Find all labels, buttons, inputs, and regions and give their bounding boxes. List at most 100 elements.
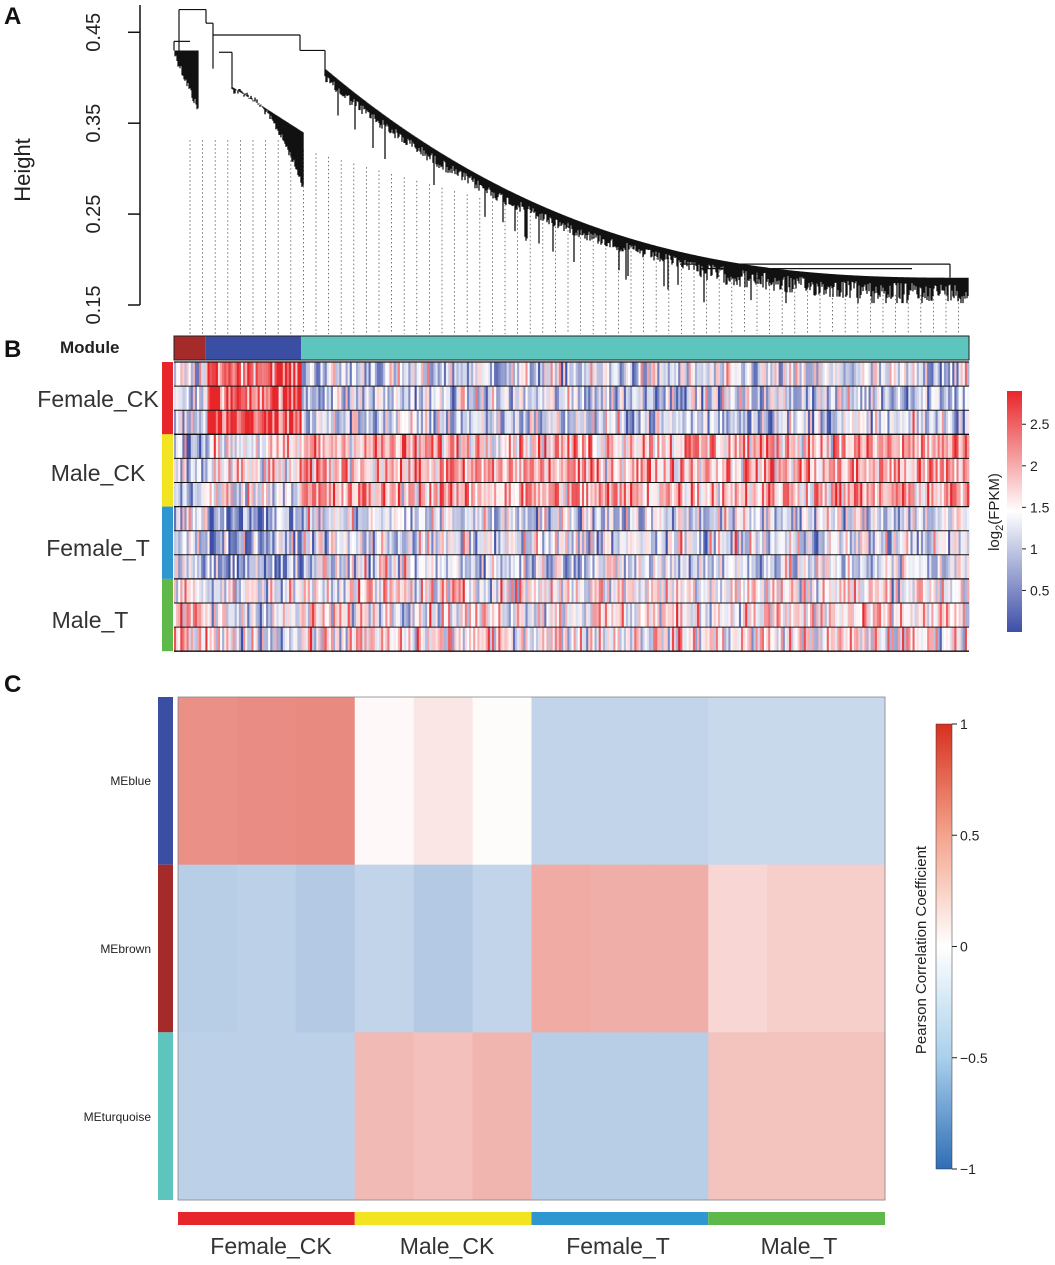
expression-cell [889, 410, 892, 435]
expression-cell [435, 482, 438, 507]
expression-cell [910, 530, 913, 555]
expression-cell [822, 506, 826, 531]
expression-cell [544, 386, 547, 411]
expression-cell [441, 434, 445, 459]
expression-cell [728, 434, 731, 459]
expression-cell [738, 578, 742, 603]
expression-cell [833, 434, 836, 459]
expression-cell [176, 434, 179, 459]
expression-cell [335, 627, 338, 652]
expression-cell [563, 603, 566, 628]
expression-cell [625, 410, 629, 435]
expression-cell [333, 386, 336, 411]
expression-cell [427, 530, 430, 555]
expression-cell [538, 362, 541, 387]
expression-cell [527, 458, 531, 483]
expression-cell [458, 458, 462, 483]
expression-cell [544, 482, 547, 507]
expression-cell [824, 603, 828, 628]
expression-cell [475, 362, 478, 387]
expression-cell [174, 627, 177, 652]
expression-cell [571, 386, 574, 411]
expression-cell [847, 410, 851, 435]
expression-cell [297, 362, 300, 387]
expression-cell [284, 578, 288, 603]
expression-cell [468, 458, 472, 483]
expression-cell [238, 506, 242, 531]
expression-cell [766, 530, 769, 555]
expression-cell [774, 362, 777, 387]
expression-cell [692, 554, 696, 579]
expression-cell [904, 362, 907, 387]
expression-cell [236, 578, 240, 603]
expression-cell [504, 627, 508, 652]
expression-cell [232, 530, 236, 555]
expression-cell [703, 434, 706, 459]
expression-cell [477, 410, 480, 435]
expression-cell [477, 603, 480, 628]
expression-cell [305, 410, 309, 435]
expression-cell [525, 458, 528, 483]
expression-cell [460, 362, 464, 387]
expression-cell [356, 482, 359, 507]
expression-cell [487, 410, 491, 435]
expression-cell [728, 603, 731, 628]
expression-cell [280, 410, 284, 435]
expression-cell [732, 386, 736, 411]
expression-cell [188, 530, 192, 555]
expression-cell [372, 554, 376, 579]
expression-cell [665, 410, 669, 435]
expression-cell [289, 506, 292, 531]
expression-cell [945, 578, 949, 603]
expression-cell [920, 506, 924, 531]
expression-cell [186, 554, 190, 579]
expression-cell [818, 578, 821, 603]
expression-cell [931, 627, 934, 652]
expression-cell [864, 386, 867, 411]
expression-cell [864, 506, 867, 531]
expression-cell [284, 627, 288, 652]
expression-cell [925, 362, 928, 387]
expression-cell [481, 603, 485, 628]
expression-cell [772, 603, 775, 628]
expression-cell [699, 554, 702, 579]
expression-cell [460, 554, 464, 579]
expression-cell [772, 458, 775, 483]
expression-cell [847, 603, 851, 628]
expression-cell [366, 627, 369, 652]
expression-cell [717, 554, 721, 579]
expression-cell [178, 362, 181, 387]
expression-cell [782, 530, 786, 555]
expression-cell [828, 482, 832, 507]
expression-cell [293, 362, 296, 387]
expression-cell [636, 410, 639, 435]
expression-cell [178, 554, 181, 579]
expression-cell [730, 578, 733, 603]
expression-cell [902, 603, 905, 628]
expression-cell [358, 578, 361, 603]
expression-cell [895, 578, 899, 603]
expression-cell [784, 482, 788, 507]
expression-cell [950, 410, 953, 435]
expression-cell [943, 410, 947, 435]
expression-cell [268, 362, 271, 387]
expression-cell [429, 603, 432, 628]
expression-cell [948, 434, 951, 459]
expression-cell [694, 434, 698, 459]
expression-cell [381, 482, 384, 507]
expression-cell [538, 482, 541, 507]
expression-cell [477, 554, 480, 579]
expression-cell [466, 458, 470, 483]
expression-cell [385, 410, 388, 435]
expression-cell [931, 554, 934, 579]
expression-cell [266, 554, 269, 579]
expression-cell [429, 410, 432, 435]
expression-cell [862, 530, 865, 555]
correlation-colorbar [935, 723, 953, 1170]
expression-cell [868, 362, 872, 387]
expression-cell [358, 434, 361, 459]
expression-cell [682, 578, 685, 603]
expression-cell [445, 482, 449, 507]
expression-cell [874, 530, 878, 555]
expression-cell [435, 410, 438, 435]
